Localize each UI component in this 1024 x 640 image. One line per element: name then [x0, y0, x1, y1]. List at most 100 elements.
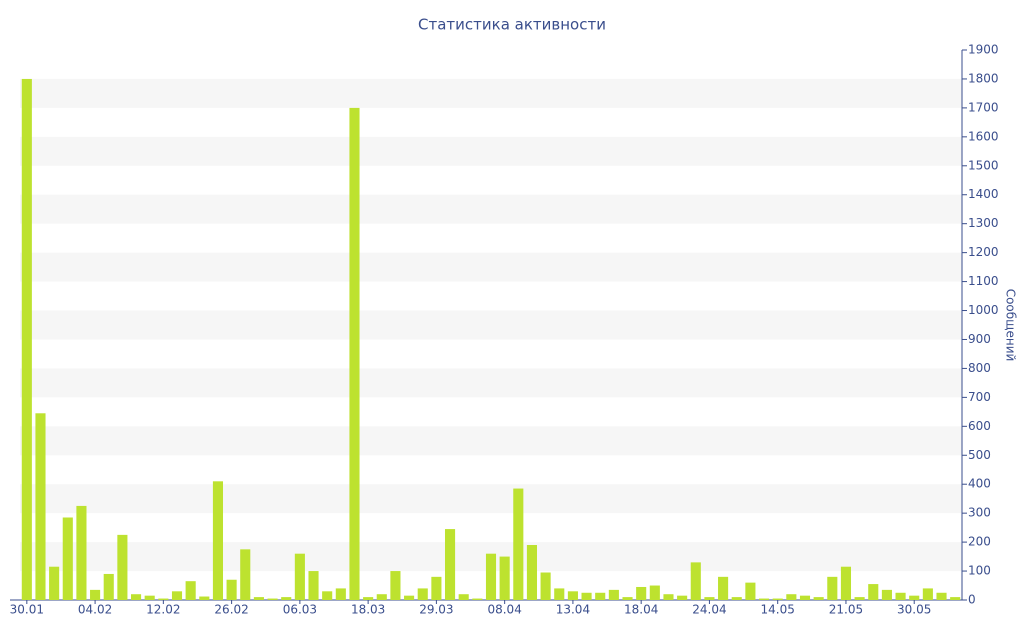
bar [526, 545, 538, 600]
grid-band [20, 368, 962, 398]
bar [485, 553, 497, 600]
grid-band [20, 136, 962, 166]
grid-band [20, 78, 962, 108]
y-axis-label: Сообщений [1004, 289, 1018, 362]
bar [62, 517, 73, 600]
bar [758, 598, 770, 600]
bar [540, 572, 551, 600]
bar [308, 571, 319, 600]
bar [499, 556, 510, 600]
bar [253, 597, 264, 600]
bar [21, 78, 32, 600]
y-tick-label: 1000 [968, 303, 999, 317]
bar [622, 597, 633, 600]
bar [909, 595, 920, 600]
y-tick-label: 200 [968, 535, 991, 549]
bar [731, 597, 742, 600]
bar [663, 594, 674, 600]
y-tick-label: 0 [968, 593, 976, 607]
bar [212, 481, 224, 600]
x-tick-label: 26.02 [214, 603, 248, 617]
bar [458, 594, 469, 600]
bar [417, 588, 428, 600]
y-tick-label: 900 [968, 332, 991, 346]
bar [49, 566, 60, 600]
bar [895, 592, 906, 600]
y-tick-label: 1900 [968, 43, 999, 57]
chart-title: Статистика активности [418, 16, 606, 34]
y-tick-label: 100 [968, 564, 991, 578]
bar [813, 597, 824, 600]
y-tick-label: 500 [968, 448, 991, 462]
bar [117, 534, 128, 600]
bar [185, 581, 196, 600]
y-tick-label: 1800 [968, 71, 999, 85]
bar [690, 562, 701, 600]
bar [144, 595, 155, 600]
x-tick-label: 30.05 [897, 603, 931, 617]
y-tick-label: 800 [968, 361, 991, 375]
bar [90, 589, 101, 600]
bar [226, 579, 237, 600]
bar [881, 589, 892, 600]
bar [267, 598, 278, 600]
x-tick-label: 12.02 [146, 603, 180, 617]
y-tick-label: 700 [968, 390, 991, 404]
bar [649, 585, 660, 600]
y-tick-label: 600 [968, 419, 991, 433]
bar [171, 591, 183, 600]
bar [431, 576, 442, 600]
bar [868, 584, 879, 600]
grid-band [20, 484, 962, 514]
bar [472, 598, 483, 600]
bar [335, 588, 346, 600]
bar [595, 592, 606, 600]
bar [567, 591, 578, 600]
x-tick-label: 30.01 [10, 603, 44, 617]
bar [158, 598, 169, 600]
grid-band [20, 194, 962, 224]
bar [554, 588, 565, 600]
x-tick-label: 21.05 [829, 603, 863, 617]
bar [772, 598, 783, 600]
grid-band [20, 426, 962, 456]
bar [950, 597, 961, 600]
bar [376, 594, 387, 600]
bar [199, 596, 210, 600]
grid-band [20, 310, 962, 340]
bar [240, 549, 251, 600]
x-tick-label: 08.04 [487, 603, 521, 617]
x-tick-label: 04.02 [78, 603, 112, 617]
bar [840, 566, 852, 600]
y-tick-label: 1300 [968, 216, 999, 230]
y-tick-label: 1100 [968, 274, 999, 288]
bar [827, 576, 838, 600]
bar [404, 595, 415, 600]
bar [936, 592, 947, 600]
bar [922, 588, 933, 600]
bar [581, 592, 592, 600]
bar [103, 573, 114, 600]
x-tick-label: 06.03 [283, 603, 317, 617]
x-tick-label: 14.05 [761, 603, 795, 617]
bar [745, 582, 756, 600]
bar [281, 597, 292, 600]
bar [854, 597, 865, 600]
bar [294, 553, 305, 600]
bar [130, 594, 142, 600]
y-tick-label: 1500 [968, 158, 999, 172]
x-tick-label: 18.03 [351, 603, 385, 617]
bar [76, 505, 87, 600]
bar [677, 595, 688, 600]
grid-band [20, 252, 962, 282]
bar [704, 597, 715, 600]
bar [390, 571, 401, 600]
bar [608, 589, 619, 600]
x-tick-label: 18.04 [624, 603, 658, 617]
x-tick-label: 24.04 [692, 603, 726, 617]
bar [322, 591, 333, 600]
y-tick-label: 400 [968, 477, 991, 491]
bar [349, 107, 360, 600]
bar [718, 576, 729, 600]
